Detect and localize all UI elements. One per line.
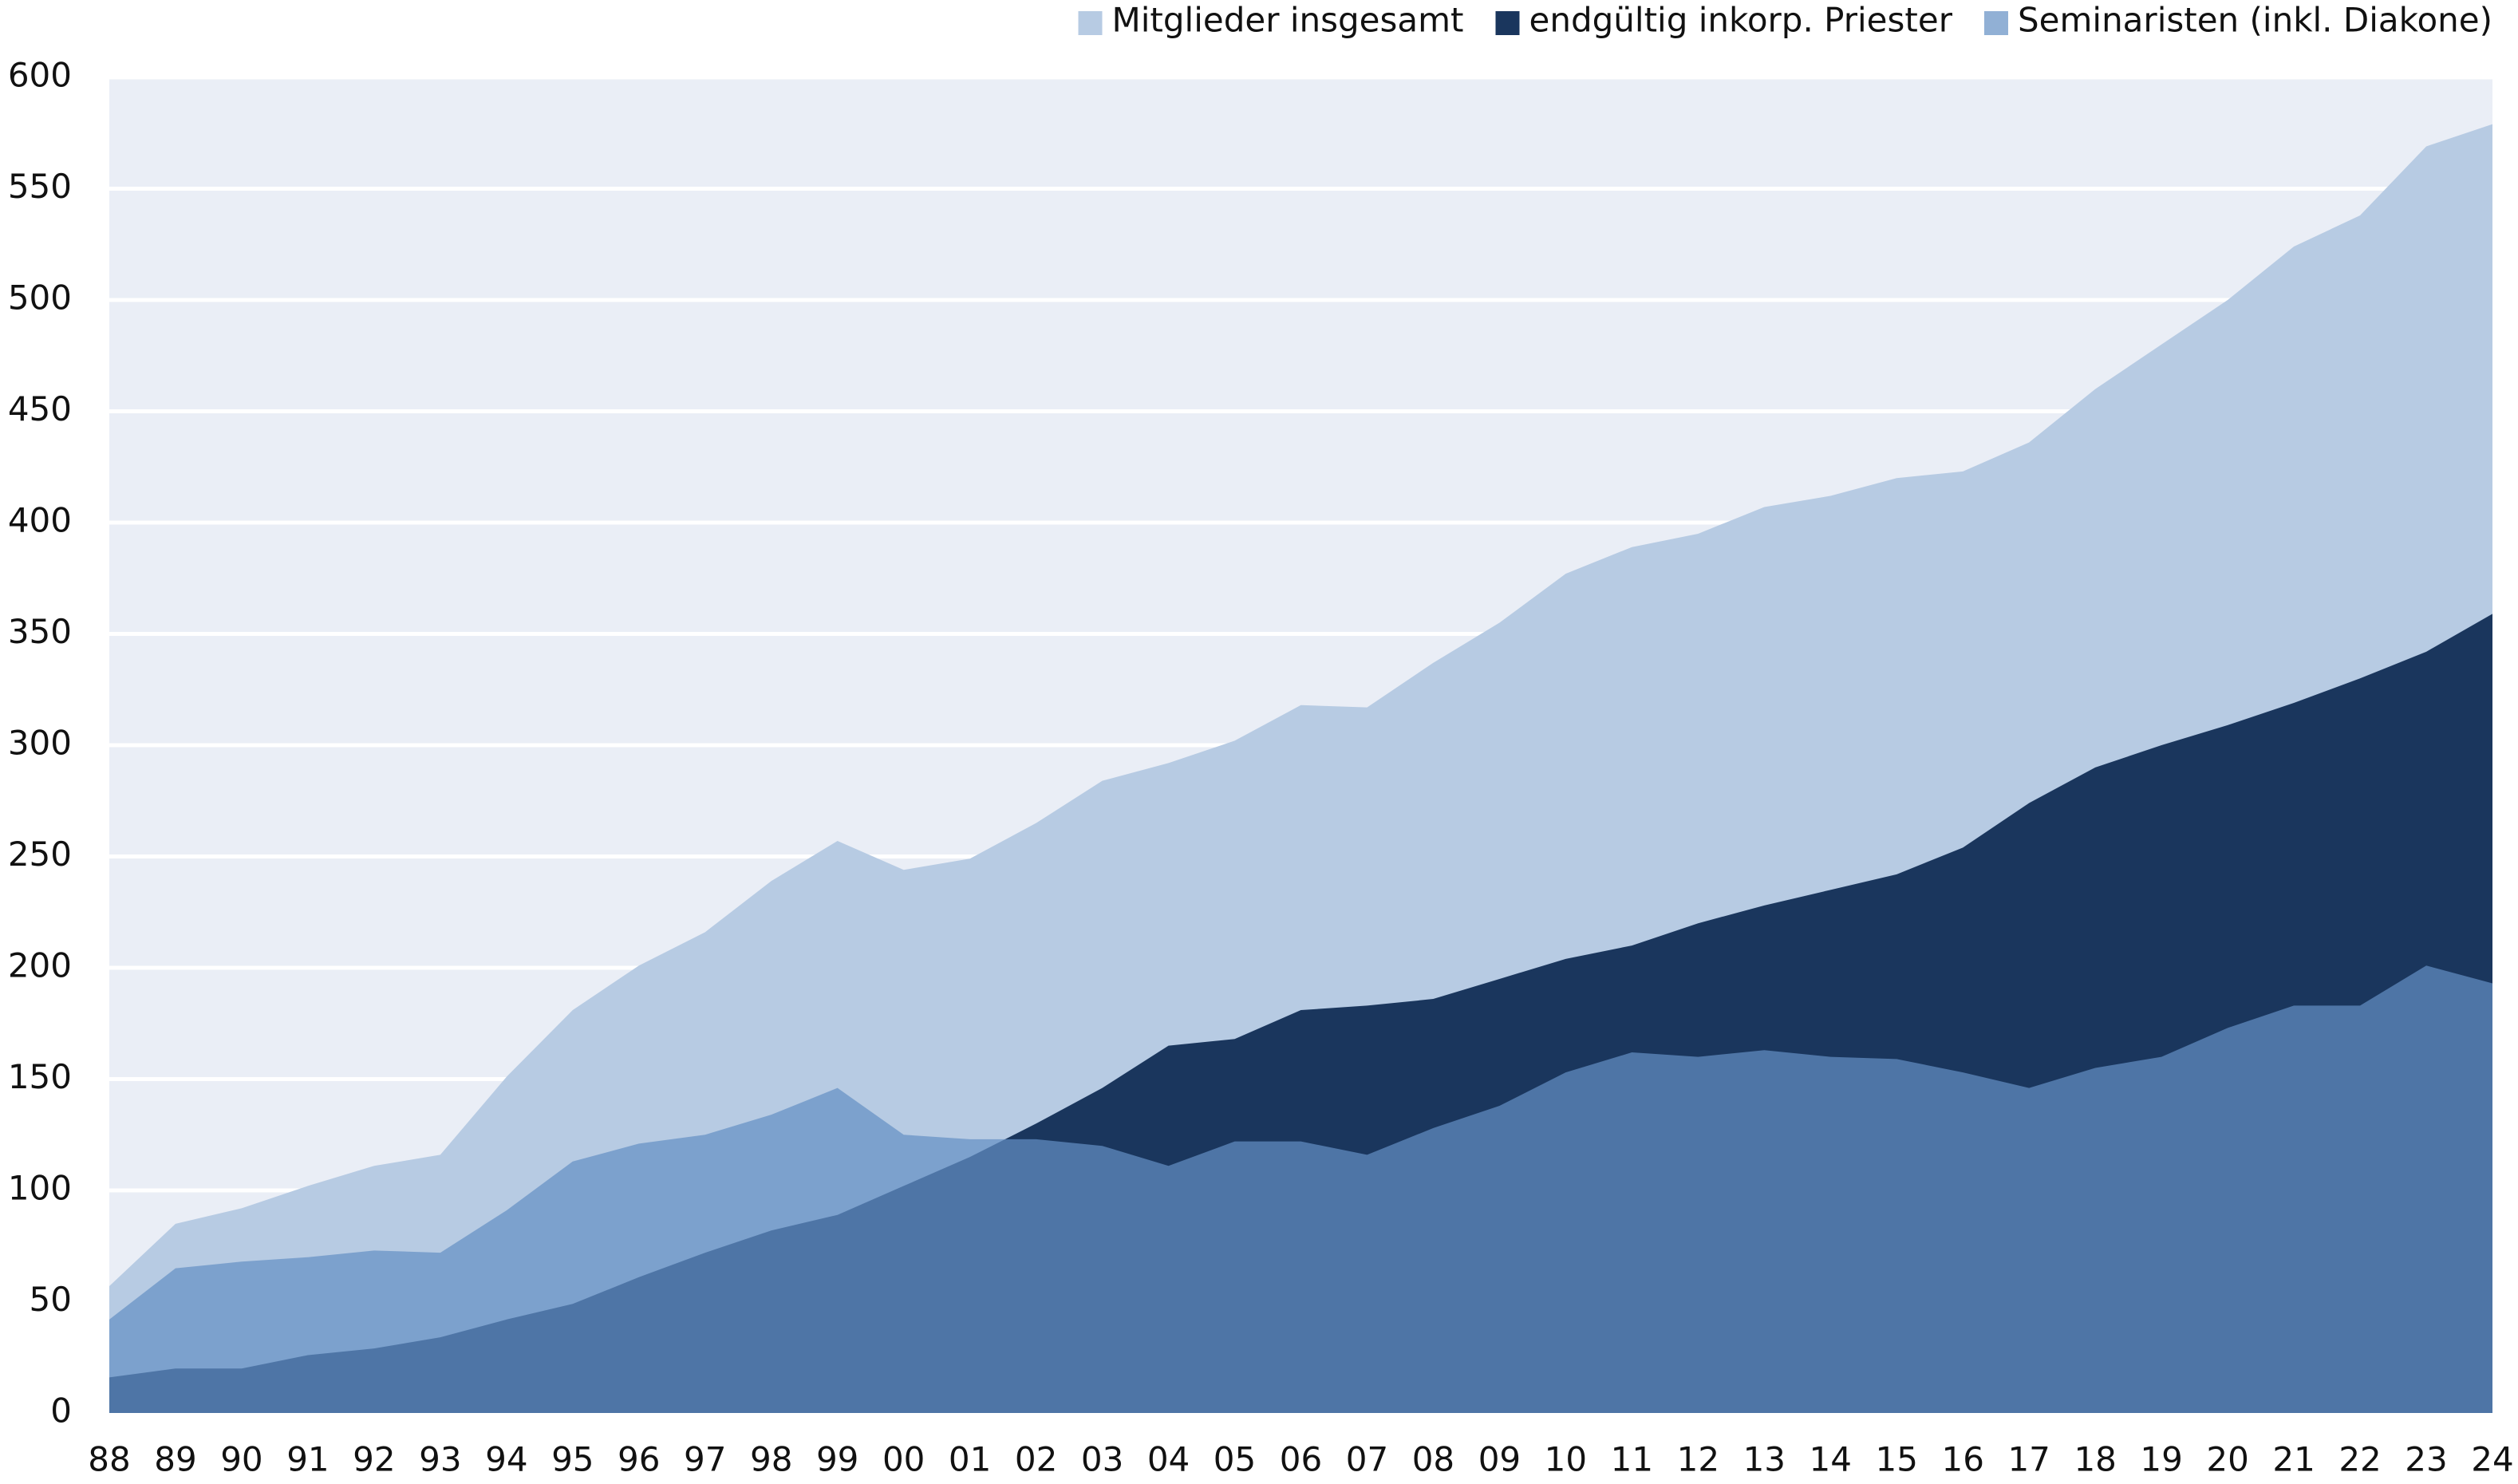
y-tick-label: 500 — [8, 278, 72, 318]
legend-item: Seminaristen (inkl. Diakone) — [1983, 1, 2492, 40]
x-tick-label: 17 — [2007, 1440, 2050, 1479]
legend-swatch — [1495, 11, 1520, 35]
legend-item: Mitglieder insgesamt — [1078, 1, 1464, 40]
y-tick-label: 50 — [30, 1280, 72, 1319]
x-tick-label: 08 — [1412, 1440, 1454, 1479]
y-tick-label: 400 — [8, 501, 72, 540]
x-tick-label: 18 — [2074, 1440, 2116, 1479]
x-tick-label: 11 — [1611, 1440, 1653, 1479]
x-tick-label: 10 — [1545, 1440, 1587, 1479]
x-tick-label: 05 — [1214, 1440, 1256, 1479]
x-tick-label: 99 — [816, 1440, 858, 1479]
y-tick-label: 600 — [8, 56, 72, 95]
x-tick-label: 89 — [154, 1440, 196, 1479]
x-tick-label: 15 — [1876, 1440, 1918, 1479]
y-tick-label: 150 — [8, 1057, 72, 1096]
x-tick-label: 24 — [2471, 1440, 2513, 1479]
x-tick-label: 04 — [1147, 1440, 1190, 1479]
x-tick-label: 90 — [220, 1440, 262, 1479]
x-tick-label: 00 — [882, 1440, 925, 1479]
area — [109, 965, 2492, 1413]
x-tick-label: 94 — [485, 1440, 527, 1479]
y-tick-label: 300 — [8, 724, 72, 763]
legend-swatch — [1078, 11, 1103, 35]
legend-label: Seminaristen (inkl. Diakone) — [2018, 1, 2492, 40]
x-tick-label: 12 — [1677, 1440, 1719, 1479]
x-tick-label: 21 — [2272, 1440, 2315, 1479]
x-tick-label: 14 — [1810, 1440, 1852, 1479]
y-tick-label: 450 — [8, 389, 72, 428]
x-tick-label: 92 — [353, 1440, 395, 1479]
x-tick-label: 02 — [1015, 1440, 1057, 1479]
x-tick-label: 06 — [1280, 1440, 1322, 1479]
x-tick-label: 16 — [1941, 1440, 1983, 1479]
x-tick-label: 88 — [88, 1440, 130, 1479]
x-tick-label: 96 — [618, 1440, 660, 1479]
x-tick-label: 98 — [750, 1440, 792, 1479]
x-tick-label: 13 — [1743, 1440, 1786, 1479]
x-tick-label: 01 — [949, 1440, 991, 1479]
x-tick-label: 97 — [684, 1440, 726, 1479]
y-tick-label: 250 — [8, 835, 72, 874]
x-tick-label: 07 — [1346, 1440, 1388, 1479]
y-tick-label: 100 — [8, 1169, 72, 1208]
x-tick-label: 09 — [1478, 1440, 1521, 1479]
x-tick-label: 19 — [2140, 1440, 2182, 1479]
legend-label: endgültig inkorp. Priester — [1529, 1, 1953, 40]
y-tick-label: 350 — [8, 612, 72, 651]
x-tick-label: 93 — [419, 1440, 461, 1479]
x-tick-label: 20 — [2206, 1440, 2248, 1479]
y-tick-label: 200 — [8, 946, 72, 985]
y-tick-label: 550 — [8, 167, 72, 206]
x-tick-label: 23 — [2405, 1440, 2447, 1479]
x-tick-label: 95 — [551, 1440, 594, 1479]
legend-swatch — [1983, 11, 2008, 35]
y-tick-label: 0 — [50, 1391, 72, 1431]
legend-item: endgültig inkorp. Priester — [1495, 1, 1953, 40]
x-tick-label: 03 — [1081, 1440, 1123, 1479]
legend-label: Mitglieder insgesamt — [1112, 1, 1464, 40]
x-tick-label: 91 — [286, 1440, 329, 1479]
x-tick-label: 22 — [2338, 1440, 2381, 1479]
